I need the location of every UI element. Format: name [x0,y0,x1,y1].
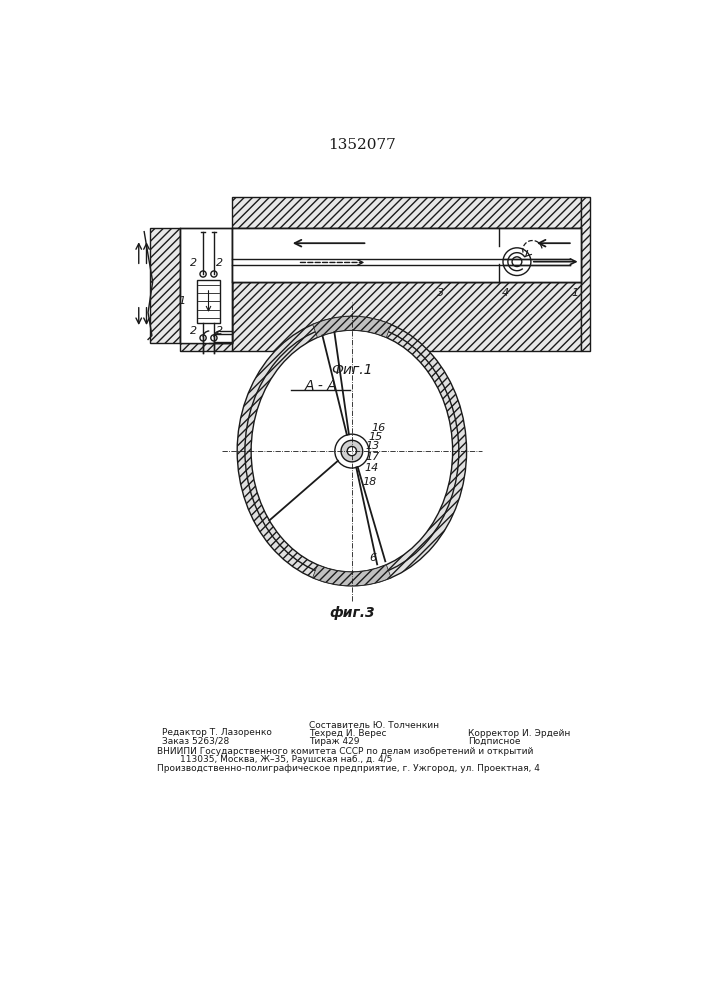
Text: 2: 2 [189,326,197,336]
Ellipse shape [335,434,369,468]
Ellipse shape [251,330,452,572]
Text: 2: 2 [216,258,223,268]
Ellipse shape [341,440,363,462]
Text: Тираж 429: Тираж 429 [309,737,360,746]
Ellipse shape [347,446,356,456]
Text: Редактор Т. Лазоренко: Редактор Т. Лазоренко [162,728,272,737]
Polygon shape [151,228,180,343]
Text: фиг.3: фиг.3 [329,606,375,620]
Circle shape [200,271,206,277]
Text: ВНИИПИ Государственного комитета СССР по делам изобретений и открытий: ВНИИПИ Государственного комитета СССР по… [156,747,533,756]
Polygon shape [180,228,232,343]
Text: 6: 6 [369,553,376,563]
Ellipse shape [237,316,467,586]
Text: 17: 17 [366,452,380,462]
Text: 1352077: 1352077 [328,138,396,152]
Polygon shape [180,282,232,351]
Text: 1: 1 [571,288,578,298]
Text: 15: 15 [369,432,383,442]
Text: 14: 14 [364,463,378,473]
Polygon shape [232,282,580,351]
Text: 2: 2 [216,326,223,336]
Text: Техред И. Верес: Техред И. Верес [309,729,387,738]
Polygon shape [580,197,590,351]
Text: 3: 3 [438,288,445,298]
Text: Составитель Ю. Толченкин: Составитель Ю. Толченкин [309,721,439,730]
Polygon shape [312,316,391,338]
Circle shape [512,257,522,267]
Circle shape [211,271,217,277]
Text: А - А: А - А [305,379,337,393]
Polygon shape [312,565,391,586]
Circle shape [503,248,531,276]
Text: Производственно-полиграфическое предприятие, г. Ужгород, ул. Проектная, 4: Производственно-полиграфическое предприя… [156,764,539,773]
Text: 18: 18 [363,477,377,487]
Text: 4: 4 [502,288,509,298]
Polygon shape [232,197,580,228]
Text: 13: 13 [366,441,380,451]
Text: 16: 16 [371,423,385,433]
Circle shape [200,335,206,341]
Text: Корректор И. Эрдейн: Корректор И. Эрдейн [468,729,571,738]
Text: 2: 2 [189,258,197,268]
Text: Подписное: Подписное [468,737,520,746]
Polygon shape [232,228,580,282]
Bar [197,280,220,323]
Circle shape [211,335,217,341]
Text: 113035, Москва, Ж–35, Раушская наб., д. 4/5: 113035, Москва, Ж–35, Раушская наб., д. … [156,755,392,764]
Text: Фиг.1: Фиг.1 [331,363,373,377]
Text: 1: 1 [179,296,186,306]
Text: Заказ 5263/28: Заказ 5263/28 [162,737,229,746]
